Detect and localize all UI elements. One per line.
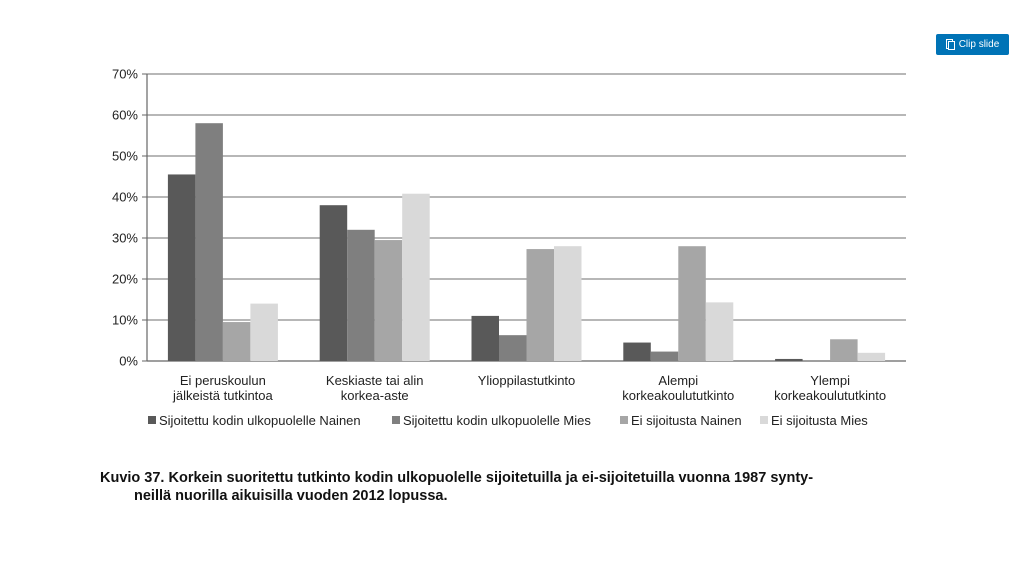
bar [195, 123, 223, 361]
bar [250, 303, 278, 361]
legend-swatch [392, 416, 400, 424]
bar [167, 174, 196, 361]
bar [554, 246, 582, 361]
bar [402, 193, 430, 361]
bar [374, 240, 403, 361]
y-tick-label: 30% [112, 231, 138, 246]
bar [775, 358, 803, 361]
y-tick-label: 10% [112, 313, 138, 328]
bar [222, 322, 251, 361]
legend-entry: Ei sijoitusta Mies [771, 413, 868, 428]
bar [471, 315, 499, 361]
legend-entry: Sijoitettu kodin ulkopuolelle Mies [403, 413, 591, 428]
bar [705, 302, 734, 361]
category-label: Ylempi [810, 373, 850, 388]
y-tick-label: 70% [112, 67, 138, 82]
bar [319, 205, 348, 361]
y-tick-label: 0% [119, 354, 138, 369]
caption-line-1: Kuvio 37. Korkein suoritettu tutkinto ko… [100, 470, 814, 486]
category-label: Ei peruskoulun [180, 373, 266, 388]
clip-icon [945, 39, 955, 50]
clip-slide-label: Clip slide [958, 39, 1000, 50]
legend-swatch [760, 416, 768, 424]
bar [857, 352, 886, 361]
bar [830, 339, 858, 361]
category-label: korkea-aste [341, 388, 409, 403]
y-tick-label: 60% [112, 108, 138, 123]
bar [526, 249, 554, 361]
category-label: korkeakoulututkinto [622, 388, 734, 403]
legend-entry: Sijoitettu kodin ulkopuolelle Nainen [159, 413, 361, 428]
category-label: jälkeistä tutkintoa [172, 388, 273, 403]
bar [499, 335, 527, 361]
category-label: Keskiaste tai alin [326, 373, 424, 388]
category-label: korkeakoulututkinto [774, 388, 886, 403]
y-tick-label: 20% [112, 272, 138, 287]
category-label: Alempi [658, 373, 698, 388]
bar [347, 229, 375, 361]
bar [623, 342, 651, 361]
legend-entry: Ei sijoitusta Nainen [631, 413, 742, 428]
category-label: Ylioppilastutkinto [478, 373, 576, 388]
figure-caption: Kuvio 37. Korkein suoritettu tutkinto ko… [100, 469, 940, 505]
bar [678, 246, 706, 361]
legend-swatch [620, 416, 628, 424]
clip-slide-button[interactable]: Clip slide [936, 34, 1009, 55]
caption-line-2: neillä nuorilla aikuisilla vuoden 2012 l… [134, 488, 448, 504]
bar-chart: 0% 10% 20% 30% 40% 50% 60% 70% Ei peruskoulunjäl… [112, 67, 906, 428]
y-tick-label: 50% [112, 149, 138, 164]
y-tick-label: 40% [112, 190, 138, 205]
bar [650, 351, 679, 361]
legend-swatch [148, 416, 156, 424]
